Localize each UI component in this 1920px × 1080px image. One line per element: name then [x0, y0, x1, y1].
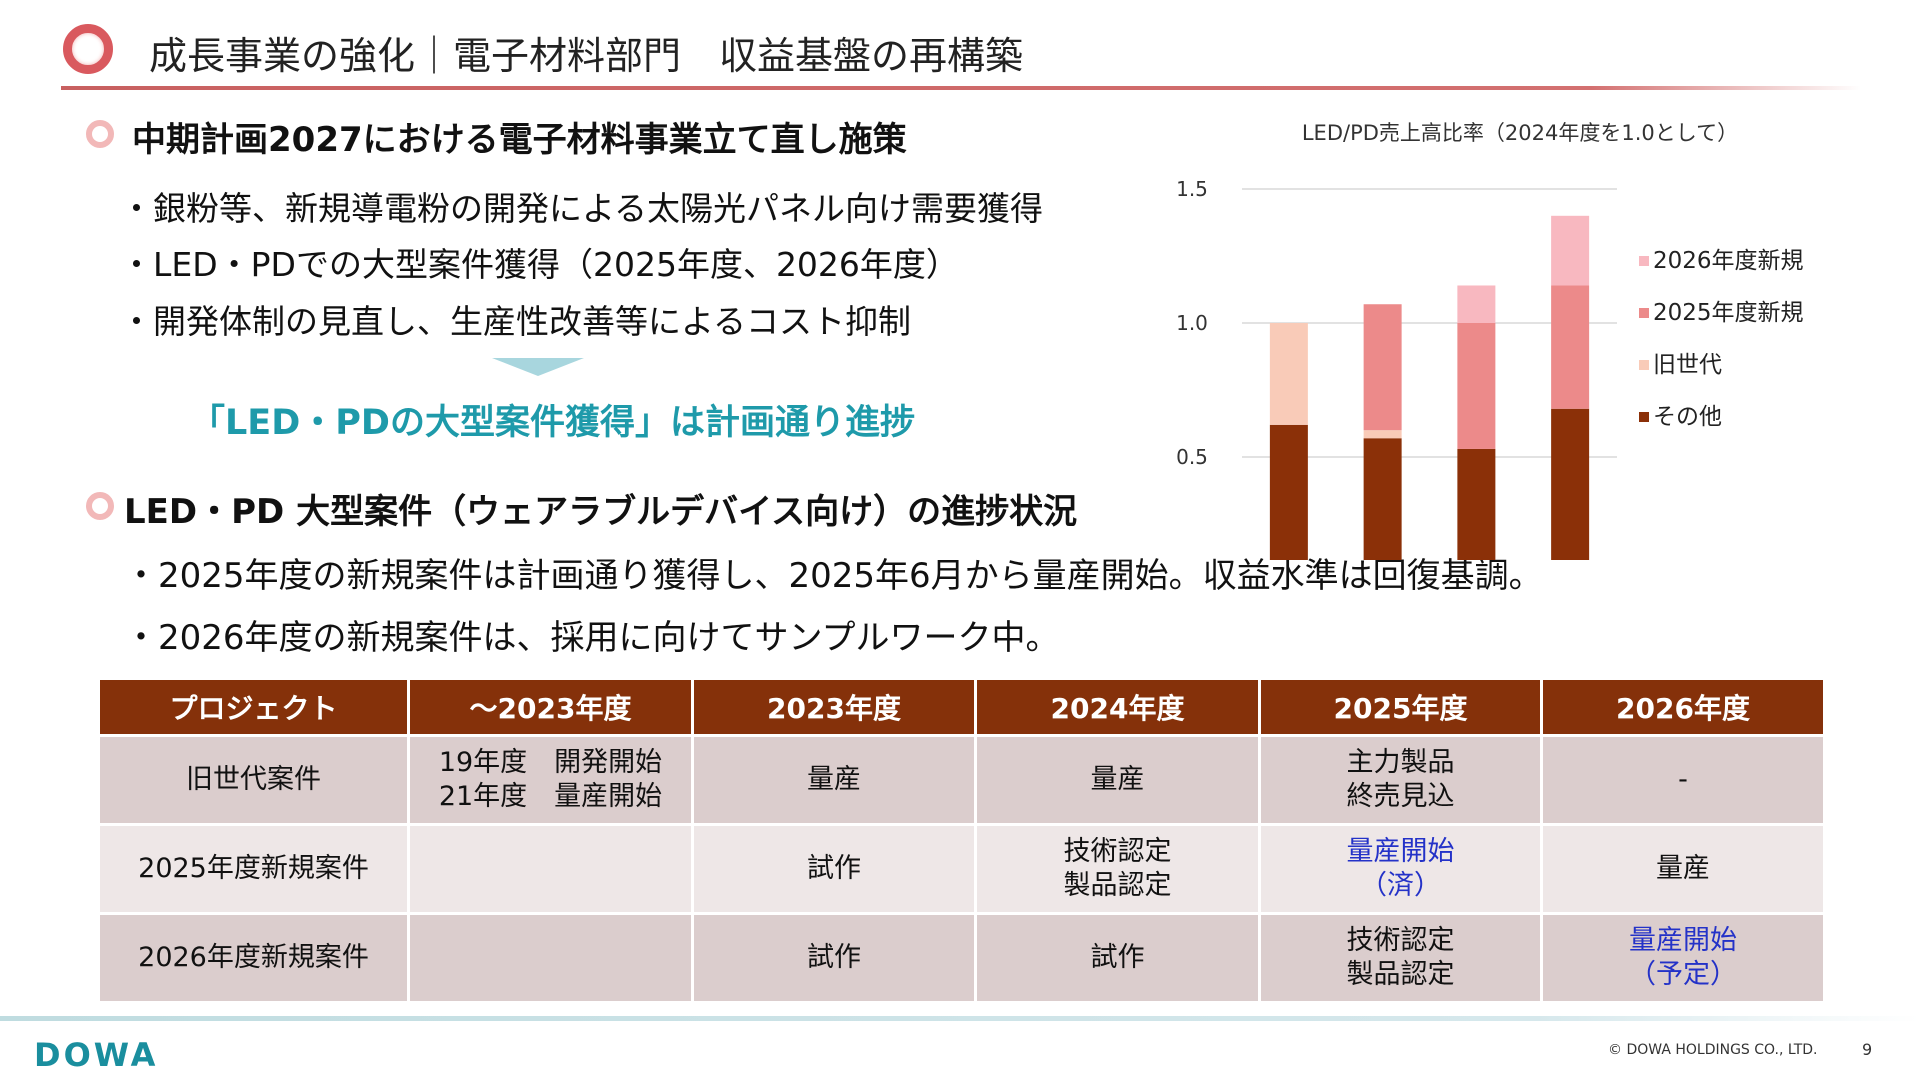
- title-divider: [61, 86, 1861, 90]
- section2-bullet: ・2026年度の新規案件は、採用に向けてサンプルワーク中。: [124, 618, 1060, 658]
- bar-segment: [1363, 438, 1402, 560]
- title-ring-icon: [63, 24, 113, 74]
- legend-swatch: [1639, 412, 1649, 422]
- column-header: 2023年度: [691, 677, 977, 737]
- bar-segment: [1269, 323, 1308, 425]
- section1-heading: 中期計画2027における電子材料事業立て直し施策: [132, 120, 907, 160]
- table-cell: 技術認定 製品認定: [1258, 912, 1543, 1004]
- table-cell: 量産: [974, 734, 1261, 826]
- chart-title: LED/PD売上高比率（2024年度を1.0として）: [1302, 121, 1738, 145]
- table-cell: 量産: [691, 734, 977, 826]
- y-tick-label: 1.5: [1176, 177, 1208, 201]
- legend-label: その他: [1653, 404, 1722, 430]
- page-title: 成長事業の強化｜電子材料部門 収益基盤の再構築: [149, 34, 1024, 78]
- copyright: © DOWA HOLDINGS CO., LTD.: [1608, 1042, 1818, 1058]
- table-cell: 量産開始 （済）: [1258, 823, 1543, 915]
- column-header: 2025年度: [1258, 677, 1543, 737]
- table-cell: 19年度 開発開始 21年度 量産開始: [407, 734, 694, 826]
- bar-segment: [1363, 304, 1402, 431]
- bar-segment: [1457, 285, 1496, 323]
- legend-swatch: [1639, 256, 1649, 266]
- table-cell: 試作: [974, 912, 1261, 1004]
- table-cell: 2025年度新規案件: [97, 823, 410, 915]
- table-cell: 試作: [691, 912, 977, 1004]
- bar-segment: [1363, 430, 1402, 439]
- footer-divider: [0, 1016, 1920, 1021]
- section2-heading: LED・PD 大型案件（ウェアラブルデバイス向け）の進捗状況: [124, 492, 1078, 532]
- progress-result: 「LED・PDの大型案件獲得」は計画通り進捗: [190, 403, 915, 443]
- section1-bullet: ・開発体制の見直し、生産性改善等によるコスト抑制: [120, 302, 912, 341]
- table-row: 2026年度新規案件 試作 試作 技術認定 製品認定 量産開始 （予定）: [97, 912, 1826, 1004]
- column-header: 2026年度: [1540, 677, 1826, 737]
- bar-segment: [1457, 323, 1496, 449]
- table-cell: 技術認定 製品認定: [974, 823, 1261, 915]
- table-cell: 主力製品 終売見込: [1258, 734, 1543, 826]
- table-cell: -: [1540, 734, 1826, 826]
- bar-segment: [1269, 424, 1308, 560]
- progress-table: プロジェクト ～2023年度 2023年度 2024年度 2025年度 2026年度 旧世…: [97, 677, 1826, 1004]
- column-header: プロジェクト: [97, 677, 410, 737]
- legend-label: 旧世代: [1653, 352, 1722, 378]
- legend-swatch: [1639, 360, 1649, 370]
- bar-segment: [1551, 285, 1590, 409]
- table-cell: [407, 912, 694, 1004]
- section1-bullet: ・銀粉等、新規導電粉の開発による太陽光パネル向け需要獲得: [120, 189, 1044, 228]
- legend-label: 2026年度新規: [1653, 248, 1804, 274]
- legend-label: 2025年度新規: [1653, 300, 1804, 326]
- column-header: ～2023年度: [407, 677, 694, 737]
- bullet-ring-icon: [86, 492, 114, 520]
- table-row: 2025年度新規案件 試作 技術認定 製品認定 量産開始 （済） 量産: [97, 823, 1826, 915]
- table-cell: 量産開始 （予定）: [1540, 912, 1826, 1004]
- table-cell: 試作: [691, 823, 977, 915]
- legend-swatch: [1639, 308, 1649, 318]
- table-cell: 旧世代案件: [97, 734, 410, 826]
- page-number: 9: [1862, 1040, 1873, 1059]
- led-pd-sales-chart: LED/PD売上高比率（2024年度を1.0として）0.00.51.01.520…: [1176, 121, 1804, 560]
- table-cell: 2026年度新規案件: [97, 912, 410, 1004]
- table-cell: [407, 823, 694, 915]
- dowa-logo: DOWA: [34, 1036, 159, 1074]
- bar-segment: [1551, 408, 1590, 560]
- bullet-ring-icon: [86, 120, 114, 148]
- y-tick-label: 1.0: [1176, 311, 1208, 335]
- bar-segment: [1457, 448, 1496, 560]
- down-arrow-icon: [492, 358, 584, 376]
- table-header-row: プロジェクト ～2023年度 2023年度 2024年度 2025年度 2026年度: [97, 677, 1826, 737]
- section1-bullet: ・LED・PDでの大型案件獲得（2025年度、2026年度）: [120, 245, 959, 284]
- section2-bullet: ・2025年度の新規案件は計画通り獲得し、2025年6月から量産開始。収益水準は…: [124, 556, 1543, 596]
- column-header: 2024年度: [974, 677, 1261, 737]
- table-row: 旧世代案件 19年度 開発開始 21年度 量産開始 量産 量産 主力製品 終売見込 -: [97, 734, 1826, 826]
- y-tick-label: 0.5: [1176, 445, 1208, 469]
- table-cell: 量産: [1540, 823, 1826, 915]
- bar-segment: [1551, 215, 1590, 286]
